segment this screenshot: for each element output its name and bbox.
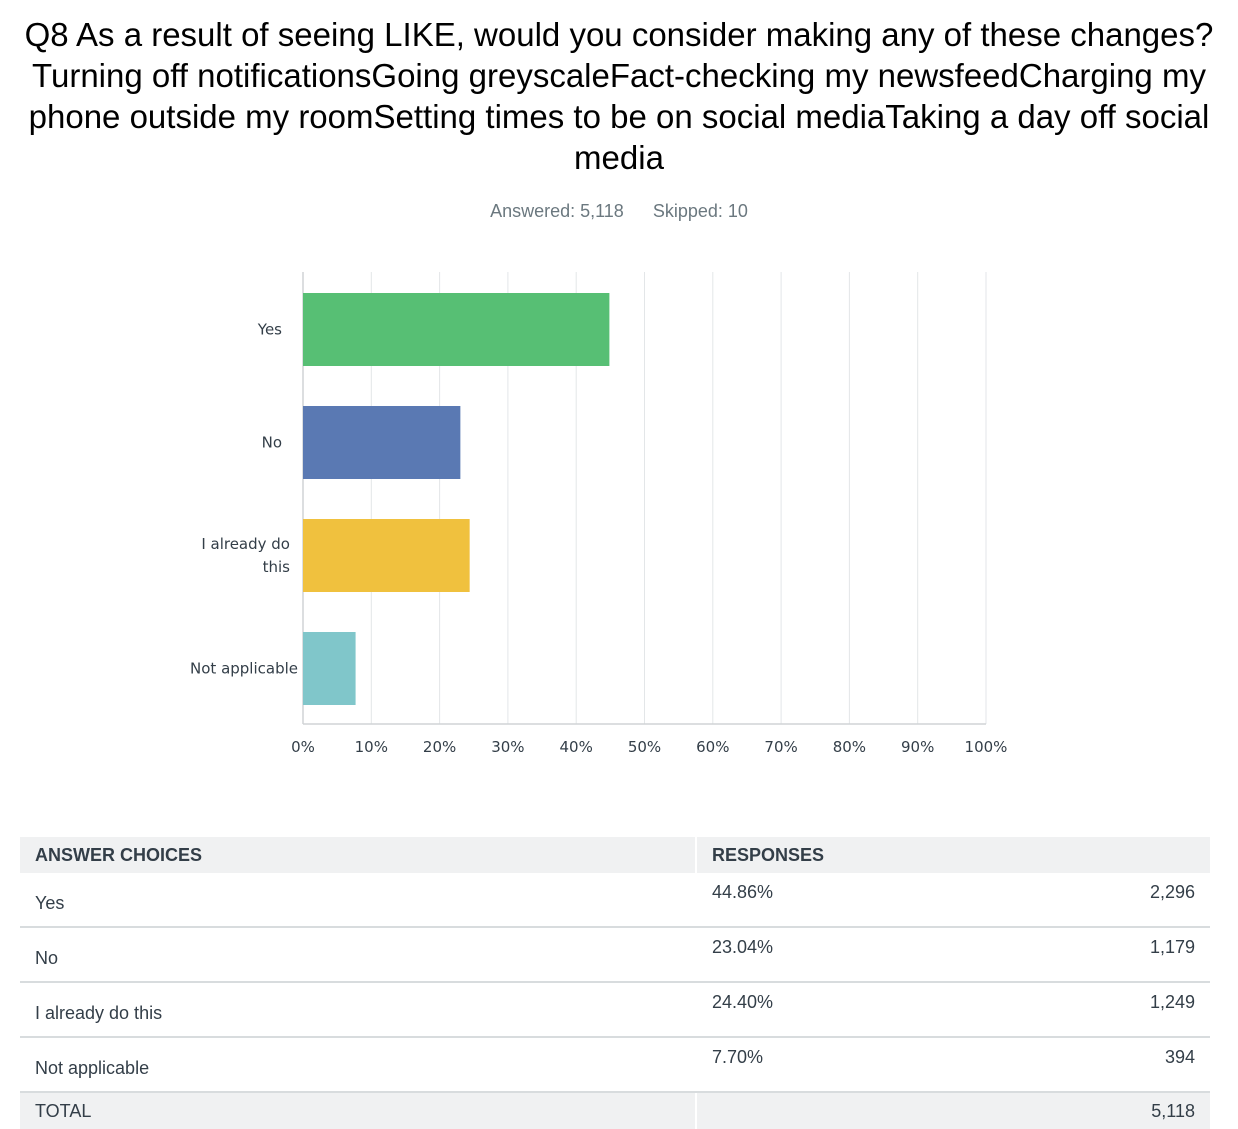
answer-choice: No [20, 927, 696, 983]
answered-count: Answered: 5,118 [490, 201, 624, 221]
x-tick-label: 60% [696, 738, 729, 756]
bar [303, 293, 610, 366]
response-stats: Answered: 5,118 Skipped: 10 [0, 201, 1238, 222]
question-title: Q8 As a result of seeing LIKE, would you… [24, 16, 1214, 176]
table-row: Not applicable 7.70% 394 [20, 1037, 1210, 1093]
response-percent: 7.70% [694, 1037, 980, 1093]
x-tick-label: 30% [491, 738, 524, 756]
x-tick-label: 80% [833, 738, 866, 756]
bar-chart: 0% 10% 20% 30% 40% 50% 60% 70% 80% 90% 100% Yes No I … [190, 272, 1008, 756]
responses-header: RESPONSES [695, 837, 1210, 873]
response-count: 1,249 [979, 982, 1210, 1038]
bar [303, 406, 461, 479]
response-count: 394 [979, 1037, 1210, 1093]
response-percent: 44.86% [694, 873, 980, 928]
x-tick-label: 90% [901, 738, 934, 756]
response-count: 2,296 [979, 873, 1210, 928]
total-label: TOTAL [20, 1092, 696, 1129]
category-label: Yes [257, 321, 282, 339]
table-row: Yes 44.86% 2,296 [20, 873, 1210, 928]
x-tick-label: 40% [560, 738, 593, 756]
answer-choice: Yes [20, 873, 696, 928]
x-tick-label: 50% [628, 738, 661, 756]
answer-choice: I already do this [20, 982, 696, 1038]
x-tick-label: 20% [423, 738, 456, 756]
bar [303, 519, 470, 592]
response-percent: 24.40% [694, 982, 980, 1038]
x-tick-label: 100% [965, 738, 1008, 756]
x-tick-label: 10% [355, 738, 388, 756]
answer-choices-header: ANSWER CHOICES [20, 837, 696, 873]
answer-choice: Not applicable [20, 1037, 696, 1093]
total-row: TOTAL 5,118 [20, 1092, 1210, 1129]
category-label: No [262, 434, 282, 452]
total-count: 5,118 [979, 1092, 1210, 1129]
category-label: I already do this [201, 535, 290, 576]
table-header-row: ANSWER CHOICES RESPONSES [20, 837, 1210, 873]
table-row: I already do this 24.40% 1,249 [20, 982, 1210, 1038]
x-tick-label: 70% [764, 738, 797, 756]
bar [303, 632, 356, 705]
skipped-count: Skipped: 10 [652, 201, 748, 221]
total-percent-empty [694, 1092, 980, 1129]
category-label: Not applicable [190, 660, 298, 678]
table-row: No 23.04% 1,179 [20, 927, 1210, 983]
response-count: 1,179 [979, 927, 1210, 983]
x-tick-label: 0% [291, 738, 315, 756]
response-percent: 23.04% [694, 927, 980, 983]
answer-table: ANSWER CHOICES RESPONSES Yes 44.86% 2,29… [20, 837, 1210, 1129]
